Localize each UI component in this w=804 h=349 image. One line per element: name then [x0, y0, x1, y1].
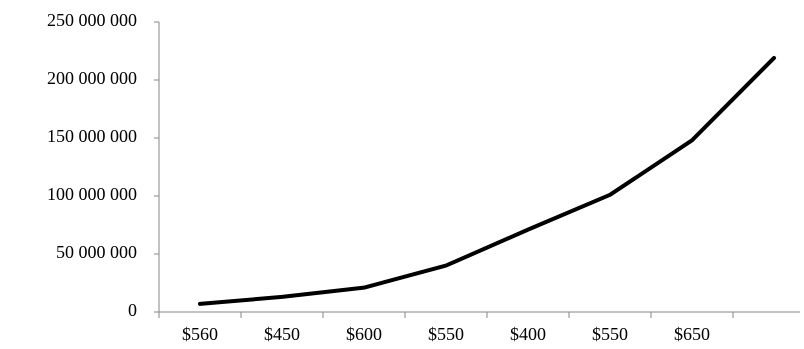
x-tick-label: $650: [674, 324, 710, 344]
x-tick-label: $600: [346, 324, 382, 344]
x-tick-label: $400: [510, 324, 546, 344]
x-tick-label: $560: [182, 324, 218, 344]
x-tick-label: $450: [264, 324, 300, 344]
x-tick-label: $550: [428, 324, 464, 344]
y-tick-label: 100 000 000: [47, 184, 137, 204]
y-tick-label: 200 000 000: [47, 68, 137, 88]
line-series: [198, 55, 776, 306]
y-tick-label: 250 000 000: [47, 10, 137, 30]
y-tick-label: 150 000 000: [47, 126, 137, 146]
x-tick-label: $550: [592, 324, 628, 344]
y-tick-label: 50 000 000: [56, 242, 137, 262]
y-tick-label: 0: [128, 300, 137, 320]
